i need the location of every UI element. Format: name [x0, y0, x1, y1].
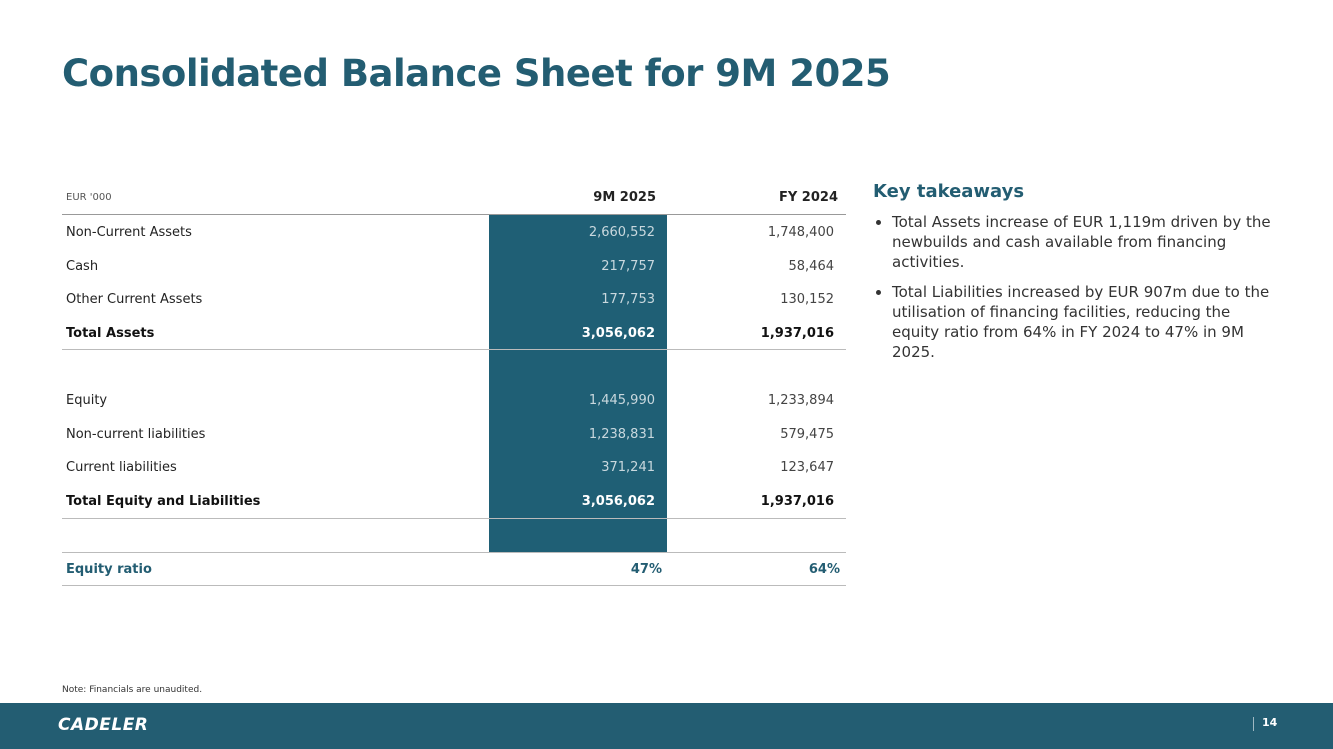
cell: 177,753 — [601, 292, 655, 308]
table-row: Non-Current Assets 2,660,552 1,748,400 — [62, 223, 846, 243]
footer-bar — [0, 703, 1333, 749]
cell: 130,152 — [780, 292, 834, 308]
table-row: Non-current liabilities 1,238,831 579,475 — [62, 425, 846, 445]
column-header: FY 2024 — [778, 190, 838, 205]
row-label: Total Assets — [66, 326, 155, 341]
table-row: Other Current Assets 177,753 130,152 — [62, 290, 846, 310]
table-row: Equity 1,445,990 1,233,894 — [62, 391, 846, 411]
unit-label: EUR '000 — [66, 192, 112, 203]
total-row: Total Assets 3,056,062 1,937,016 — [62, 324, 846, 344]
row-label: Equity ratio — [66, 562, 152, 577]
rule — [62, 552, 846, 553]
cell: 1,748,400 — [767, 225, 834, 240]
takeaways-title: Key takeaways — [873, 181, 1025, 202]
cell: 1,937,016 — [760, 326, 834, 341]
rule — [62, 349, 846, 350]
cell: 217,757 — [601, 258, 655, 274]
title: Consolidated Balance Sheet for 9M 2025 — [62, 52, 891, 95]
row-label: Non-current liabilities — [66, 426, 206, 442]
row-label: Equity — [66, 393, 108, 408]
row-label: Non-Current Assets — [66, 225, 192, 240]
cell: 579,475 — [780, 426, 834, 442]
note: Note: Financials are unaudited. — [62, 685, 203, 695]
ratio-row: Equity ratio 47% 64% — [62, 560, 846, 580]
row-label: Other Current Assets — [66, 292, 203, 308]
separator — [1253, 717, 1254, 731]
bullet: Total Liabilities increased by EUR 907m … — [892, 282, 1282, 362]
table-row: Current liabilities 371,241 123,647 — [62, 458, 846, 478]
column-header: 9M 2025 — [593, 190, 656, 205]
takeaways-list: Total Assets increase of EUR 1,119m driv… — [873, 212, 1282, 372]
table-row: Cash 217,757 58,464 — [62, 257, 846, 277]
rule — [62, 585, 846, 586]
cell: 3,056,062 — [581, 326, 655, 341]
cell: 123,647 — [780, 460, 834, 476]
cell: 1,445,990 — [588, 393, 655, 408]
row-label: Total Equity and Liabilities — [66, 494, 261, 509]
row-label: Cash — [66, 258, 99, 274]
cell: 371,241 — [601, 460, 655, 476]
bullet: Total Assets increase of EUR 1,119m driv… — [892, 212, 1282, 272]
logo: CADELER — [58, 715, 149, 735]
page-number: 14 — [1262, 716, 1278, 729]
rule — [62, 214, 846, 215]
cell: 58,464 — [788, 258, 835, 274]
rule — [62, 518, 846, 519]
total-row: Total Equity and Liabilities 3,056,062 1,9… — [62, 492, 846, 512]
cell: 47% — [630, 562, 662, 577]
row-label: Current liabilities — [66, 460, 177, 476]
highlight-column — [489, 215, 667, 552]
cell: 1,937,016 — [760, 494, 834, 509]
cell: 1,233,894 — [767, 393, 834, 408]
cell: 1,238,831 — [588, 426, 655, 442]
cell: 3,056,062 — [581, 494, 655, 509]
cell: 64% — [808, 562, 840, 577]
cell: 2,660,552 — [588, 225, 655, 240]
